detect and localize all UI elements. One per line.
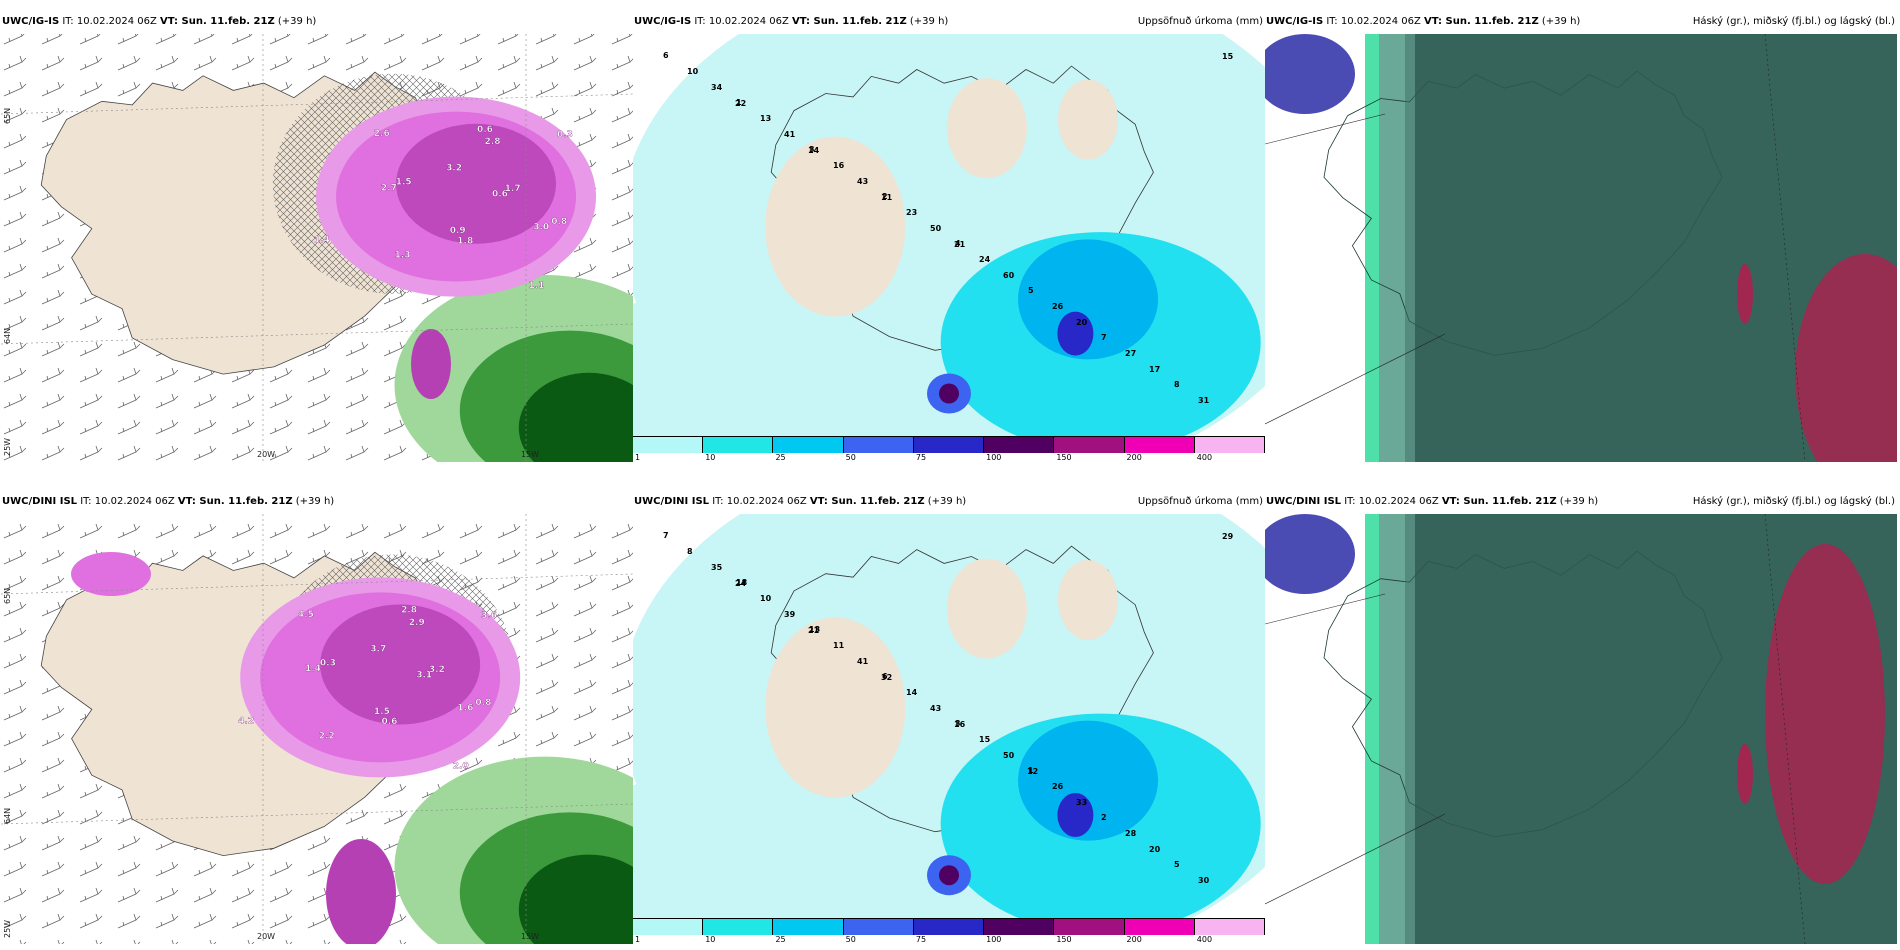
valid-label: VT: Sun. 11.feb. 21Z	[809, 496, 925, 507]
init-time: IT: 10.02.2024 06Z	[709, 496, 810, 507]
init-time: IT: 10.02.2024 06Z	[77, 496, 178, 507]
lon-label: 25W	[3, 919, 12, 938]
colorbar-swatch	[703, 919, 774, 935]
colorbar-tick-label: 150	[1056, 453, 1072, 462]
title-left-0: UWC/IG-IS IT: 10.02.2024 06Z VT: Sun. 11…	[1, 14, 633, 32]
lead-time: (+39 h)	[924, 496, 967, 507]
colorbar-swatch	[1194, 437, 1265, 453]
colorbar-swatch	[913, 437, 985, 453]
lat-label: 64N	[3, 327, 12, 344]
panel-bot-right	[1265, 514, 1897, 944]
model-name: UWC/DINI ISL	[634, 496, 710, 507]
colorbar-tick-label: 25	[775, 935, 786, 944]
lon-label: 20W	[257, 932, 276, 941]
colorbar-swatch	[773, 437, 844, 453]
colorbar-swatch	[843, 919, 914, 935]
init-time: IT: 10.02.2024 06Z	[1341, 496, 1442, 507]
colorbar-swatch	[1054, 437, 1125, 453]
lead-time: (+39 h)	[1538, 16, 1581, 27]
colorbar-tick-label: 50	[845, 935, 856, 944]
colorbar-swatch	[984, 437, 1055, 453]
colorbar-swatch	[633, 919, 704, 935]
colorbar-tick-label: 10	[705, 453, 716, 462]
colorbar-tick-label: 25	[775, 453, 786, 462]
lat-label: 65N	[3, 587, 12, 604]
lon-label: 20W	[257, 450, 276, 459]
panel-top-right	[1265, 34, 1897, 462]
colorbar-tick-label: 75	[915, 453, 927, 462]
colorbar-tick-label: 10	[705, 935, 716, 944]
colorbar-tick-label: 400	[1196, 935, 1213, 944]
colorbar-tick-label: 200	[1126, 935, 1142, 944]
precip-colorbar: 1 10 25 50 75 100 150 200 400	[633, 918, 1265, 945]
lon-label: 15W	[521, 932, 540, 941]
panel-variable-title: Háský (gr.), miðský (fj.bl.) og lágský (…	[1692, 16, 1895, 27]
colorbar-tick-label: 75	[915, 935, 927, 944]
model-name: UWC/IG-IS	[634, 16, 692, 27]
colorbar-swatch	[633, 437, 704, 453]
valid-label: VT: Sun. 11.feb. 21Z	[1424, 16, 1539, 27]
colorbar-swatch	[1054, 919, 1125, 935]
valid-label: VT: Sun. 11.feb. 21Z	[1441, 496, 1557, 507]
colorbar-swatch	[843, 437, 914, 453]
panel-top-mid	[633, 34, 1265, 462]
colorbar-swatch	[1194, 919, 1265, 935]
colorbar-swatch	[1124, 919, 1195, 935]
title-mid-1: UWC/DINI ISL IT: 10.02.2024 06Z VT: Sun.…	[633, 494, 1265, 512]
colorbar-tick-label: 50	[845, 453, 856, 462]
colorbar-tick-label: 200	[1126, 453, 1142, 462]
init-time: IT: 10.02.2024 06Z	[1323, 16, 1425, 27]
title-left-1: UWC/DINI ISL IT: 10.02.2024 06Z VT: Sun.…	[1, 494, 633, 512]
title-right-1: UWC/DINI ISL IT: 10.02.2024 06Z VT: Sun.…	[1265, 494, 1897, 512]
colorbar-tick-label: 1	[635, 935, 641, 944]
title-right-0: UWC/IG-IS IT: 10.02.2024 06Z VT: Sun. 11…	[1265, 14, 1897, 32]
model-name: UWC/DINI ISL	[1266, 496, 1342, 507]
valid-label: VT: Sun. 11.feb. 21Z	[792, 16, 907, 27]
colorbar-swatch	[773, 919, 844, 935]
colorbar-tick-label: 100	[986, 453, 1002, 462]
colorbar-tick-label: 1	[635, 453, 641, 462]
model-name: UWC/DINI ISL	[2, 496, 78, 507]
lead-time: (+39 h)	[906, 16, 949, 27]
colorbar-swatch	[984, 919, 1055, 935]
lead-time: (+39 h)	[1556, 496, 1599, 507]
init-time: IT: 10.02.2024 06Z	[691, 16, 793, 27]
lead-time: (+39 h)	[292, 496, 335, 507]
precip-colorbar: 1 10 25 50 75 100 150 200 400	[633, 436, 1265, 463]
colorbar-tick-label: 400	[1196, 453, 1213, 462]
panel-variable-title: Uppsöfnuð úrkoma (mm)	[1137, 496, 1263, 507]
lat-label: 65N	[3, 107, 12, 124]
panel-variable-title: Uppsöfnuð úrkoma (mm)	[1137, 16, 1263, 27]
lon-label: 25W	[3, 437, 12, 456]
colorbar-swatch	[703, 437, 774, 453]
panel-bot-left	[1, 514, 633, 944]
colorbar-swatch	[913, 919, 985, 935]
init-time: IT: 10.02.2024 06Z	[59, 16, 161, 27]
title-mid-0: UWC/IG-IS IT: 10.02.2024 06Z VT: Sun. 11…	[633, 14, 1265, 32]
panel-bot-mid	[633, 514, 1265, 944]
valid-label: VT: Sun. 11.feb. 21Z	[160, 16, 275, 27]
panel-top-left	[1, 34, 633, 462]
lat-label: 64N	[3, 807, 12, 824]
lead-time: (+39 h)	[274, 16, 317, 27]
valid-label: VT: Sun. 11.feb. 21Z	[177, 496, 293, 507]
panel-variable-title: Háský (gr.), miðský (fj.bl.) og lágský (…	[1692, 496, 1895, 507]
model-name: UWC/IG-IS	[1266, 16, 1324, 27]
lon-label: 15W	[521, 450, 540, 459]
model-name: UWC/IG-IS	[2, 16, 60, 27]
colorbar-tick-label: 150	[1056, 935, 1072, 944]
colorbar-swatch	[1124, 437, 1195, 453]
colorbar-tick-label: 100	[986, 935, 1002, 944]
